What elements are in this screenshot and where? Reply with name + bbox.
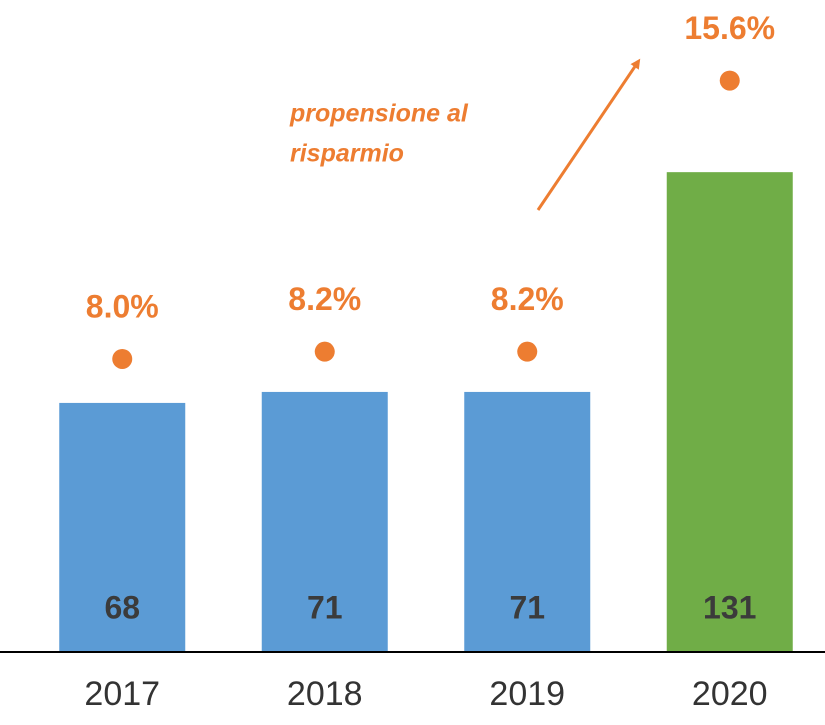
dot-value-label: 8.2% [288, 281, 361, 317]
annotation-text: risparmio [290, 140, 404, 168]
dot-value-label: 8.0% [86, 288, 159, 324]
x-tick-label: 2019 [489, 675, 565, 713]
bar [464, 391, 591, 652]
bar [261, 391, 388, 652]
bar-value-label: 131 [703, 589, 756, 625]
x-tick-label: 2018 [287, 675, 363, 713]
bar-value-label: 68 [104, 589, 140, 625]
dot-value-label: 8.2% [491, 281, 564, 317]
bar-value-label: 71 [307, 589, 343, 625]
dot-value-label: 15.6% [684, 10, 775, 46]
dot [517, 341, 538, 362]
bar-value-label: 71 [509, 589, 545, 625]
bar [59, 402, 186, 652]
dot [314, 341, 335, 362]
dot [719, 70, 740, 91]
dot [112, 348, 133, 369]
annotation-text: propensione al [289, 100, 469, 128]
x-tick-label: 2020 [692, 675, 768, 713]
x-tick-label: 2017 [84, 675, 160, 713]
bar [666, 172, 793, 653]
annotation-arrow [536, 58, 641, 211]
